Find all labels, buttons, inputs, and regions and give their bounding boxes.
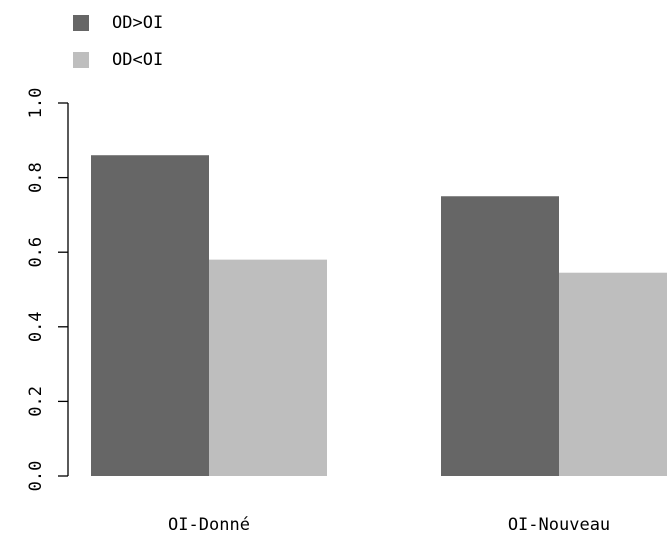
y-tick-label: 0.2: [26, 386, 46, 417]
x-axis-labels: OI-Donné OI-Nouveau: [168, 515, 610, 535]
y-tick-label: 0.4: [26, 311, 46, 342]
legend: OD>OI OD<OI: [73, 13, 163, 70]
y-axis: 0.0 0.2 0.4 0.6 0.8 1.0: [26, 88, 69, 492]
bar-1-series-1: [91, 155, 209, 476]
x-category-label: OI-Nouveau: [508, 515, 610, 535]
bar-1-series-2: [209, 259, 327, 476]
legend-label: OD>OI: [112, 13, 163, 33]
y-tick-label: 0.8: [26, 162, 46, 193]
bar-2-series-2: [559, 272, 667, 476]
legend-swatch: [73, 52, 89, 68]
legend-label: OD<OI: [112, 50, 163, 70]
bar-2-series-1: [441, 196, 559, 476]
legend-swatch: [73, 15, 89, 31]
y-tick-label: 0.0: [26, 461, 46, 492]
y-tick-label: 1.0: [26, 88, 46, 119]
y-tick-label: 0.6: [26, 237, 46, 268]
bars: [91, 155, 667, 476]
x-category-label: OI-Donné: [168, 515, 250, 535]
